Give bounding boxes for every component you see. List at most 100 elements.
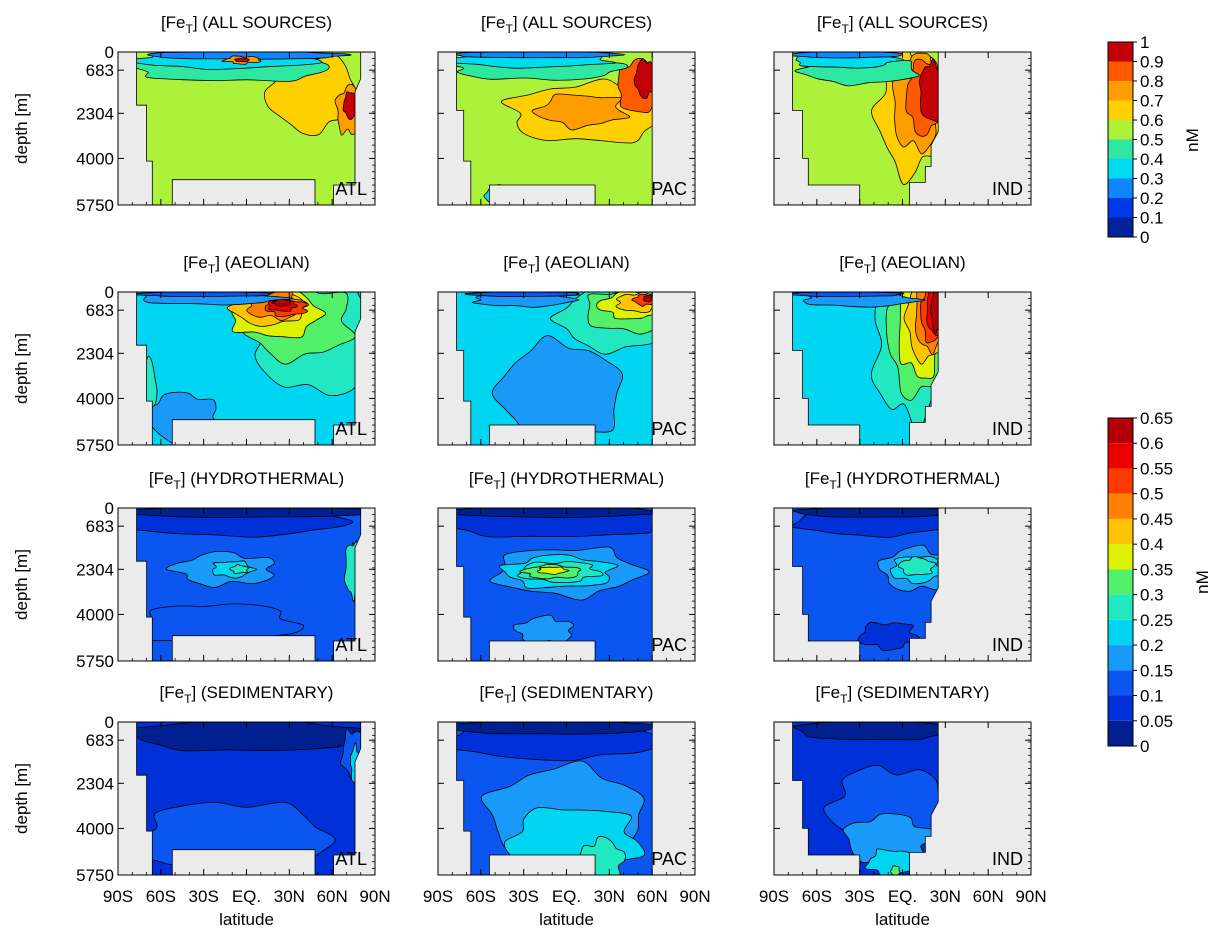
basin-outline: [136, 291, 362, 446]
x-tick-label: 60N: [973, 887, 1004, 906]
panel-ind-row3: 90S 60S 30S EQ. 30N 60N 90N latitude IND [FeT] (S…: [759, 683, 1047, 929]
basin-label: IND: [992, 179, 1023, 199]
basin-outline: [136, 721, 362, 876]
x-tick-label: 60S: [146, 887, 176, 906]
colorbar-tick-label: 0.4: [1140, 150, 1164, 169]
x-tick-label: 30N: [594, 887, 625, 906]
contour-region: [456, 508, 653, 518]
colorbar-1: 00.10.20.30.40.50.60.70.80.91 nM: [1107, 33, 1202, 247]
colorbar-swatch: [1108, 159, 1133, 179]
basin-label: ATL: [335, 635, 367, 655]
colorbar-swatch: [1108, 100, 1133, 120]
colorbar-swatch: [1108, 443, 1133, 469]
x-tick-label: 30S: [189, 887, 219, 906]
basin-label: ATL: [335, 419, 367, 439]
colorbar-swatch: [1108, 198, 1133, 218]
y-tick-label: 0: [105, 283, 114, 302]
colorbar-swatch: [1108, 544, 1133, 570]
y-tick-label: 5750: [76, 866, 114, 885]
colorbar-tick-label: 0.3: [1140, 170, 1164, 189]
basin-label: PAC: [651, 179, 687, 199]
panel-ind-row0: IND [FeT] (ALL SOURCES): [773, 13, 1032, 206]
concentration-field: [456, 508, 653, 661]
colorbar-tick-label: 0.6: [1140, 434, 1164, 453]
colorbar-swatch: [1108, 61, 1133, 81]
y-axis-label: depth [m]: [12, 333, 31, 404]
colorbar-tick-label: 0.2: [1140, 636, 1164, 655]
colorbar-tick-label: 0.5: [1140, 485, 1164, 504]
x-tick-label: 90N: [359, 887, 390, 906]
contour-region: [136, 508, 361, 518]
concentration-field: [456, 52, 653, 205]
x-tick-label: 60N: [317, 887, 348, 906]
contour-region: [456, 722, 653, 735]
y-tick-label: 4000: [76, 389, 114, 408]
basin-label: IND: [992, 635, 1023, 655]
colorbar-swatch: [1108, 645, 1133, 671]
concentration-field: [456, 292, 653, 445]
colorbar-tick-label: 0.6: [1140, 111, 1164, 130]
x-tick-label: 60S: [802, 887, 832, 906]
colorbar-swatch: [1108, 594, 1133, 620]
panel-title: [FeT] (SEDIMENTARY): [160, 683, 334, 706]
contour-region: [456, 52, 626, 59]
contour-region: [857, 621, 922, 652]
colorbar-swatch: [1108, 670, 1133, 696]
x-tick-label: 30S: [845, 887, 875, 906]
y-tick-label: 5750: [76, 196, 114, 215]
concentration-field: [456, 722, 653, 875]
panel-ind-row2: IND [FeT] (HYDROTHERMAL): [773, 469, 1032, 662]
x-tick-label: EQ.: [232, 887, 261, 906]
x-tick-label: 90N: [679, 887, 710, 906]
x-axis-label: latitude: [875, 910, 930, 929]
contour-region: [918, 58, 939, 123]
y-tick-label: 4000: [76, 605, 114, 624]
panel-title: [FeT] (SEDIMENTARY): [816, 683, 990, 706]
y-tick-label: 2304: [76, 774, 114, 793]
concentration-field: [792, 52, 939, 205]
y-tick-label: 683: [86, 731, 114, 750]
colorbar-swatch: [1108, 178, 1133, 198]
contour-region: [537, 566, 570, 575]
colorbar-swatch: [1108, 120, 1133, 140]
x-tick-label: 30N: [930, 887, 961, 906]
basin-outline: [136, 51, 362, 206]
colorbar-tick-label: 0.9: [1140, 53, 1164, 72]
basin-label: ATL: [335, 179, 367, 199]
contour-region: [234, 57, 250, 63]
colorbar-swatch: [1108, 81, 1133, 101]
y-tick-label: 2304: [76, 344, 114, 363]
basin-label: PAC: [651, 635, 687, 655]
colorbar-swatch: [1108, 139, 1133, 159]
x-tick-label: 90S: [759, 887, 789, 906]
colorbar-tick-label: 0.55: [1140, 459, 1173, 478]
colorbar-swatch: [1108, 42, 1133, 62]
colorbar-tick-label: 0.8: [1140, 72, 1164, 91]
colorbar-tick-label: 0.1: [1140, 209, 1164, 228]
y-tick-label: 4000: [76, 819, 114, 838]
contour-region: [342, 91, 359, 120]
contour-region: [643, 294, 653, 303]
contour-region: [792, 508, 939, 518]
contour-region: [147, 52, 352, 60]
colorbar-tick-label: 0: [1140, 737, 1149, 756]
contour-region: [136, 722, 361, 752]
colorbar-swatch: [1108, 217, 1133, 237]
colorbar-tick-label: 0.15: [1140, 661, 1173, 680]
panel-ind-row1: IND [FeT] (AEOLIAN): [773, 253, 1032, 446]
contour-region: [229, 563, 250, 574]
y-tick-label: 5750: [76, 436, 114, 455]
x-axis-label: latitude: [219, 910, 274, 929]
panel-pac-row0: PAC [FeT] (ALL SOURCES): [437, 13, 696, 206]
y-axis-label: depth [m]: [12, 93, 31, 164]
contour-region: [271, 298, 292, 308]
y-tick-label: 683: [86, 61, 114, 80]
colorbar-swatch: [1108, 518, 1133, 545]
concentration-field: [792, 722, 939, 875]
panel-title: [FeT] (AEOLIAN): [839, 253, 965, 276]
contour-region: [890, 865, 901, 875]
y-tick-label: 683: [86, 517, 114, 536]
